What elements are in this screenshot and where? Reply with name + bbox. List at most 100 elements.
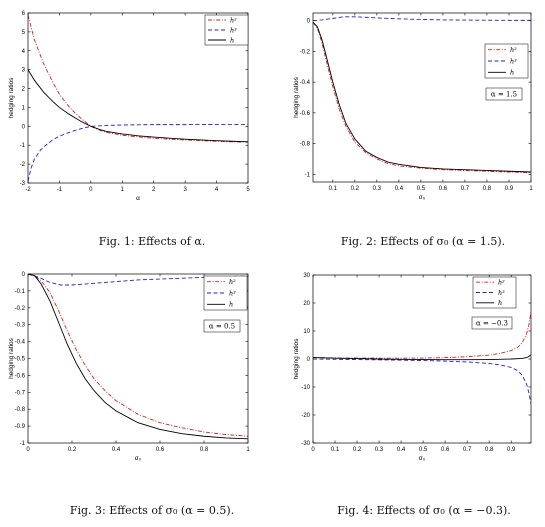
y-axis-label: hedging ratios <box>293 338 300 380</box>
y-tick-label: 0 <box>307 357 311 363</box>
annotation-box <box>203 319 241 333</box>
series-line-3 <box>313 21 531 173</box>
y-tick-label: -20 <box>301 413 310 419</box>
legend-label: h³ <box>229 289 236 297</box>
y-tick-label: 20 <box>303 301 310 307</box>
x-tick-label: 0.9 <box>505 186 514 192</box>
x-tick-label: 0.2 <box>353 447 362 453</box>
y-tick-label: -10 <box>301 385 310 391</box>
annotation-box <box>471 316 513 330</box>
legend-label: h³ <box>230 26 237 34</box>
y-tick-label: -0.4 <box>300 80 311 86</box>
plot-frame <box>312 12 532 183</box>
series-line-1 <box>28 274 248 437</box>
x-tick-label: 0.3 <box>375 447 384 453</box>
y-tick-label: -0.3 <box>15 323 26 329</box>
x-tick-label: 0.6 <box>439 186 448 192</box>
plot-frame <box>27 273 249 444</box>
x-tick-label: 4 <box>215 187 219 193</box>
y-tick-label: -0.2 <box>15 306 26 312</box>
y-tick-label: -0.4 <box>15 340 26 346</box>
series-line-1 <box>313 21 531 174</box>
chart-panel-4: 0 0.1 0.2 0.3 0.4 0.5 0.6 0.7 0.8 0.9 -30 -20 -10 0 10… <box>293 273 532 517</box>
series-line-3 <box>28 274 248 440</box>
legend-label: h² <box>510 46 517 54</box>
x-axis-label: σ₀ <box>419 194 426 201</box>
y-tick-label: 6 <box>22 11 26 17</box>
y-tick-label: -0.7 <box>15 390 26 396</box>
x-tick-label: 0.9 <box>507 447 516 453</box>
x-tick-label: 0.3 <box>373 186 382 192</box>
legend-label: h³ <box>510 57 517 65</box>
y-tick-label: -0.1 <box>15 289 26 295</box>
y-tick-label: 4 <box>22 49 26 55</box>
x-tick-label: 0.4 <box>397 447 406 453</box>
x-tick-label: 0.2 <box>68 447 77 453</box>
legend-label: h² <box>498 278 505 286</box>
x-tick-label: 0.2 <box>351 186 360 192</box>
series-line-2 <box>313 16 531 22</box>
x-tick-label: 2 <box>152 187 156 193</box>
figure-caption: Fig. 4: Effects of σ₀ (α = −0.3). <box>337 504 511 517</box>
figure-caption: Fig. 2: Effects of σ₀ (α = 1.5). <box>341 235 505 248</box>
x-tick-label: 0.7 <box>463 447 472 453</box>
legend-label: h <box>510 69 514 77</box>
legend-label: h² <box>230 16 237 24</box>
y-tick-label: -30 <box>301 441 310 447</box>
x-axis-label: α <box>136 195 140 202</box>
x-tick-label: 1 <box>529 186 533 192</box>
plot-frame <box>312 274 532 444</box>
y-tick-label: -1 <box>305 172 311 178</box>
y-tick-label: 2 <box>22 87 26 93</box>
legend-label: h <box>498 299 502 307</box>
x-tick-label: 1 <box>246 447 250 453</box>
chart-panel-2: 0.1 0.2 0.3 0.4 0.5 0.6 0.7 0.8 0.9 1 -1 -0.8 -0.6 -0… <box>293 12 533 248</box>
x-tick-label: 0.4 <box>395 186 404 192</box>
x-tick-label: 0.5 <box>417 186 426 192</box>
legend-label: h <box>229 301 233 309</box>
x-tick-label: 0 <box>26 447 30 453</box>
series-line-3 <box>313 354 531 361</box>
series-line-2 <box>313 358 531 404</box>
y-tick-label: 5 <box>22 30 26 36</box>
x-tick-label: 0.6 <box>441 447 450 453</box>
y-tick-label: -0.5 <box>15 357 26 363</box>
y-tick-label: -1 <box>20 143 26 149</box>
y-tick-label: 0 <box>22 272 26 278</box>
x-tick-label: 0.8 <box>483 186 492 192</box>
x-tick-label: 0.8 <box>200 447 209 453</box>
legend-label: h <box>230 36 234 44</box>
x-tick-label: 0.1 <box>331 447 340 453</box>
x-tick-label: 3 <box>183 187 187 193</box>
series-line-1 <box>28 14 248 143</box>
y-tick-label: 30 <box>303 273 310 279</box>
x-tick-label: 0.7 <box>461 186 470 192</box>
x-axis-label: σ₀ <box>419 455 426 462</box>
series-line-3 <box>28 69 248 143</box>
annotation-text: α = −0.3 <box>476 320 508 328</box>
annotation-text: α = 0.5 <box>209 323 235 331</box>
y-tick-label: -0.8 <box>300 142 311 148</box>
annotation-box <box>485 87 523 101</box>
x-tick-label: 0.4 <box>112 447 121 453</box>
y-tick-label: 0 <box>22 124 26 130</box>
chart-panel-3: 0 0.2 0.4 0.6 0.8 1 -1 -0.9 -0.8 -0.7 -0.6 -0.5 -0.4… <box>8 272 250 517</box>
x-axis-label: σ₀ <box>135 455 142 462</box>
y-tick-label: -0.8 <box>15 407 26 413</box>
legend-label: h³ <box>498 289 505 297</box>
figure-caption: Fig. 3: Effects of σ₀ (α = 0.5). <box>70 504 234 517</box>
annotation-text: α = 1.5 <box>491 91 517 99</box>
series-line-2 <box>28 123 248 182</box>
y-tick-label: 0 <box>307 19 311 25</box>
x-tick-label: 5 <box>246 187 250 193</box>
x-tick-label: 0.5 <box>419 447 428 453</box>
y-tick-label: 10 <box>303 329 310 335</box>
y-tick-label: -0.6 <box>15 373 26 379</box>
x-tick-label: 0.6 <box>156 447 165 453</box>
x-tick-label: 1 <box>121 187 125 193</box>
y-tick-label: -0.9 <box>15 424 26 430</box>
y-axis-label: hedging ratios <box>8 337 15 379</box>
x-tick-label: 0.8 <box>485 447 494 453</box>
